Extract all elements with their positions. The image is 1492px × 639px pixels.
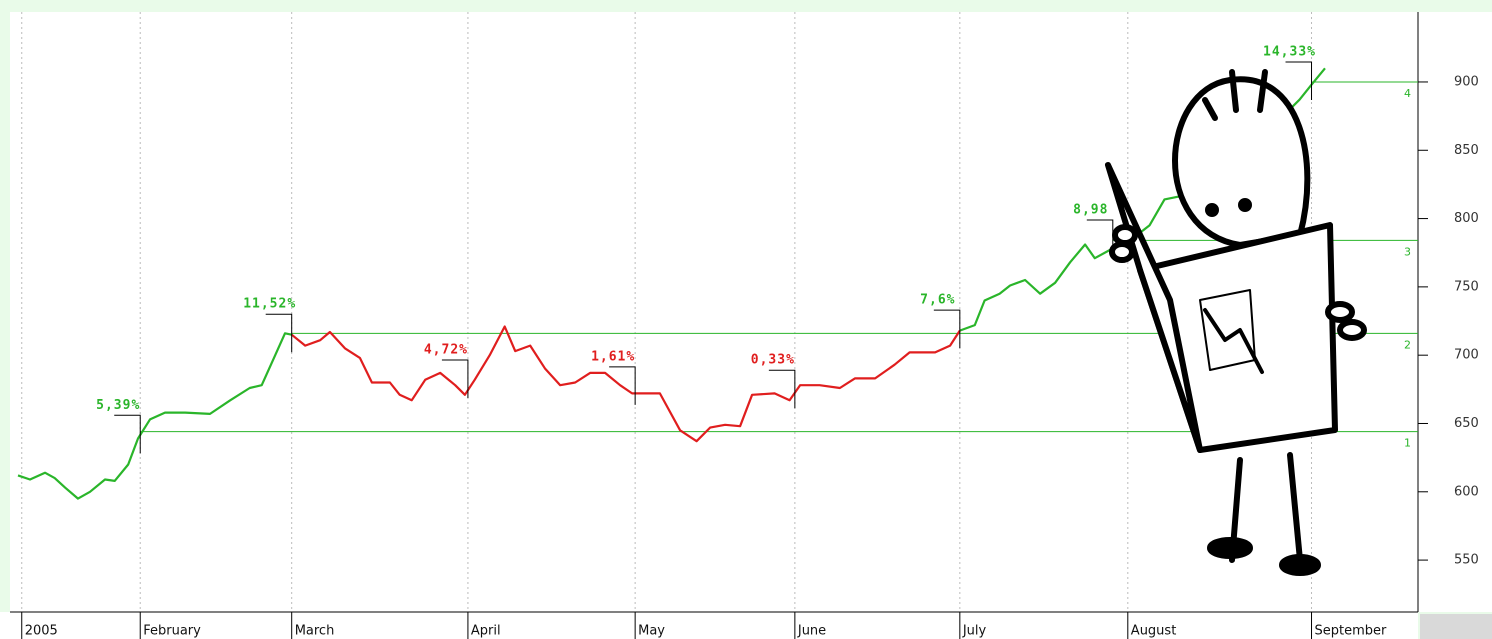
y-tick-label: 700: [1454, 348, 1479, 363]
cartoon-foot: [1207, 537, 1253, 559]
cartoon: [1105, 69, 1367, 576]
annotation-label: 5,39%: [96, 398, 140, 413]
cartoon-eye: [1238, 198, 1252, 212]
y-tick-label: 750: [1454, 279, 1479, 294]
annotation-label: 14,33%: [1263, 45, 1316, 60]
annotation-label: 0,33%: [751, 353, 795, 368]
annotation-bracket: [1086, 219, 1114, 258]
y-tick-label: 600: [1454, 484, 1479, 499]
level-label: 3: [1404, 245, 1411, 258]
cartoon-hand: [1112, 224, 1138, 246]
cartoon-hand: [1325, 301, 1355, 323]
x-tick-label: May: [638, 624, 665, 639]
corner: [1420, 614, 1492, 639]
x-tick-label: February: [143, 624, 201, 639]
annotation-bracket: [265, 313, 293, 353]
y-tick-label: 900: [1454, 74, 1479, 89]
y-tick-label: 850: [1454, 143, 1479, 158]
x-tick-label: August: [1131, 624, 1177, 639]
annotation-bracket: [933, 309, 961, 349]
x-tick-label: April: [471, 624, 501, 639]
annotation-label: 4,72%: [424, 342, 468, 357]
annotation-bracket: [609, 366, 636, 405]
x-tick-label: September: [1315, 624, 1388, 639]
annotation-bracket: [768, 369, 796, 409]
axes-labels: 550 600 650 700 750 800 850 900 2005 February Marc…: [21, 74, 1479, 639]
cartoon-foot: [1279, 554, 1321, 576]
cartoon-hair: [1202, 69, 1268, 121]
cartoon-hand: [1109, 241, 1135, 263]
annotation-label: 11,52%: [243, 297, 296, 312]
level-label: 4: [1404, 87, 1411, 100]
x-tick-label: July: [962, 624, 987, 639]
y-axis-area: [1418, 12, 1492, 612]
y-tick-label: 650: [1454, 416, 1479, 431]
y-tick-label: 550: [1454, 553, 1479, 568]
x-axis-area: [0, 612, 1418, 639]
annotations: 5,39% 11,52% 4,72% 1,61% 0,33% 7,6% 8,98 14,33%: [96, 45, 1316, 454]
y-tick-label: 800: [1454, 211, 1479, 226]
level-label: 1: [1404, 437, 1411, 450]
cartoon-eye: [1205, 203, 1219, 217]
cartoon-paper-arrow: [1203, 308, 1264, 374]
level-label: 2: [1404, 338, 1411, 351]
annotation-label: 7,6%: [920, 293, 955, 308]
series-line: [291, 325, 961, 443]
cartoon-head: [1172, 76, 1311, 248]
cartoon-hand: [1337, 319, 1367, 341]
x-tick-label: June: [797, 624, 826, 639]
x-tick-label: March: [295, 624, 335, 639]
annotation-bracket: [1285, 61, 1313, 101]
annotation-bracket: [441, 359, 469, 398]
annotation-bracket: [114, 414, 141, 454]
annotation-label: 8,98: [1073, 202, 1108, 217]
x-tick-label: 2005: [25, 624, 58, 639]
annotation-label: 1,61%: [591, 349, 635, 364]
